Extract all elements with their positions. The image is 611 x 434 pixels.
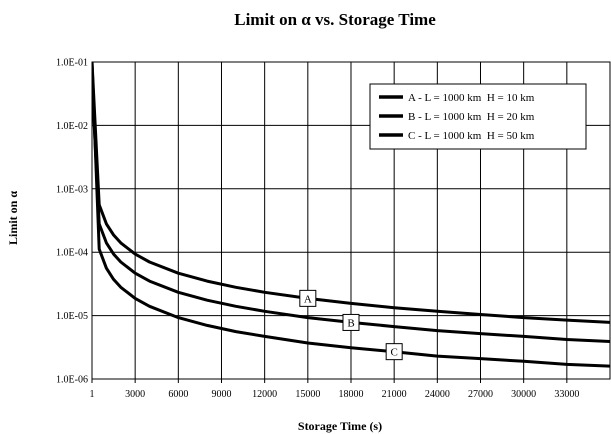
legend: A - L = 1000 km H = 10 km B - L = 1000 km… bbox=[369, 83, 587, 150]
x-axis-title: Storage Time (s) bbox=[298, 419, 382, 433]
y-axis-title: Limit on α bbox=[6, 191, 20, 245]
series-line-c bbox=[92, 62, 610, 368]
x-tick-label: 15000 bbox=[295, 389, 320, 400]
curve-markers: A B C bbox=[299, 289, 403, 361]
x-tick-label: 21000 bbox=[382, 389, 407, 400]
x-tick-label: 30000 bbox=[511, 389, 536, 400]
x-tick-label: 1 bbox=[90, 389, 95, 400]
legend-entry: A - L = 1000 km H = 10 km bbox=[408, 92, 535, 104]
chart-title: Limit on α vs. Storage Time bbox=[234, 10, 436, 29]
x-tick-label: 33000 bbox=[554, 389, 579, 400]
y-axis-ticks: 1.0E-06 1.0E-05 1.0E-04 1.0E-03 1.0E-02 1.0E-… bbox=[56, 58, 88, 386]
curve-marker-label: B bbox=[347, 317, 354, 329]
y-tick-label: 1.0E-06 bbox=[56, 375, 88, 386]
x-tick-label: 6000 bbox=[168, 389, 188, 400]
curve-marker-label: C bbox=[390, 347, 397, 359]
legend-entry: B - L = 1000 km H = 20 km bbox=[408, 111, 535, 123]
y-tick-label: 1.0E-03 bbox=[56, 184, 88, 195]
curve-marker-b: B bbox=[342, 313, 360, 331]
series-line-a bbox=[92, 62, 610, 324]
y-tick-label: 1.0E-05 bbox=[56, 311, 88, 322]
x-tick-label: 9000 bbox=[211, 389, 231, 400]
legend-box bbox=[369, 83, 587, 150]
x-tick-label: 3000 bbox=[125, 389, 145, 400]
y-tick-label: 1.0E-04 bbox=[56, 248, 88, 259]
series-line-b bbox=[92, 81, 610, 343]
curve-marker-c: C bbox=[385, 343, 403, 361]
x-tick-label: 27000 bbox=[468, 389, 493, 400]
y-tick-label: 1.0E-01 bbox=[56, 58, 88, 69]
x-tick-label: 18000 bbox=[338, 389, 363, 400]
x-axis-ticks: 1 3000 6000 9000 12000 15000 18000 21000 24000 27… bbox=[90, 379, 579, 400]
x-tick-label: 24000 bbox=[425, 389, 450, 400]
x-tick-label: 12000 bbox=[252, 389, 277, 400]
curve-marker-a: A bbox=[299, 289, 317, 307]
y-tick-label: 1.0E-02 bbox=[56, 121, 88, 132]
series-lines bbox=[92, 62, 610, 368]
legend-entry: C - L = 1000 km H = 50 km bbox=[408, 130, 535, 142]
curve-marker-label: A bbox=[304, 293, 312, 305]
